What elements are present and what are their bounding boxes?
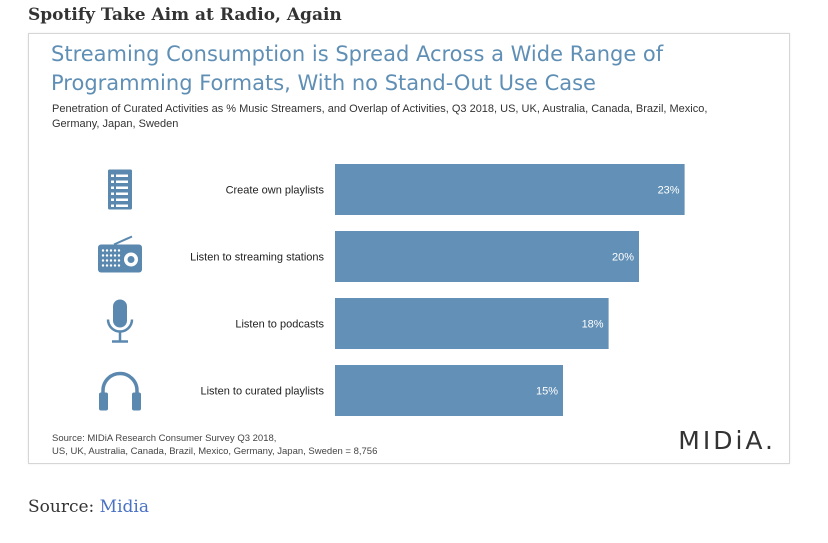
bar [335,298,609,349]
bar [335,365,563,416]
footer-source: Source: Midia [28,497,149,517]
bar-value-label: 23% [658,185,680,197]
footer-source-label: Source: [28,497,95,517]
source-note: Source: MIDiA Research Consumer Survey Q… [52,432,472,458]
headphones-icon [97,371,143,413]
microphone-icon [106,298,134,343]
bar-chart: 23% Create own playlists 20% Listen to stre… [97,164,685,416]
category-label: Listen to podcasts [235,319,324,331]
chart-title-line-1: Streaming Consumption is Spread Across a… [51,42,664,66]
category-label: Listen to curated playlists [200,386,324,398]
chart-title: Streaming Consumption is Spread Across a… [51,40,771,98]
page-heading: Spotify Take Aim at Radio, Again [28,5,342,25]
source-note-line-1: Source: MIDiA Research Consumer Survey Q… [52,433,277,444]
bar-value-label: 20% [612,252,634,264]
bar [335,231,639,282]
chart-card: Streaming Consumption is Spread Across a… [28,33,790,464]
source-note-line-2: US, UK, Australia, Canada, Brazil, Mexic… [52,446,378,457]
source-link[interactable]: Midia [99,497,149,517]
chart-title-line-2: Programming Formats, With no Stand-Out U… [51,71,596,95]
chart-subtitle: Penetration of Curated Activities as % M… [52,103,708,130]
bar-value-label: 15% [536,386,558,398]
category-label: Create own playlists [226,185,325,197]
category-label: Listen to streaming stations [190,252,324,264]
bar-value-label: 18% [582,319,604,331]
document-list-icon [108,169,132,210]
midia-logo: MIDiA. [678,426,776,455]
radio-icon [97,235,143,274]
bar [335,164,685,215]
